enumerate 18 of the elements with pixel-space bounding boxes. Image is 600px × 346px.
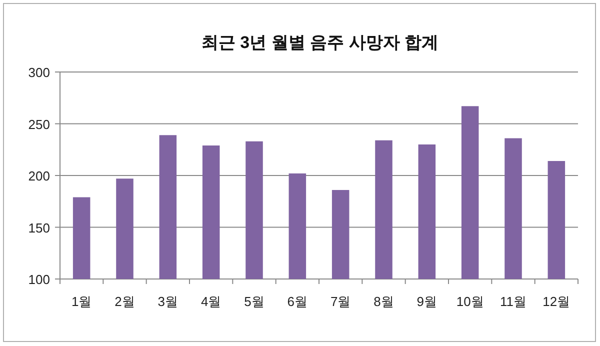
x-tick-label: 10월 bbox=[456, 294, 484, 309]
x-tick-label: 1월 bbox=[71, 294, 92, 309]
x-tick-label: 8월 bbox=[374, 294, 394, 309]
x-tick-label: 9월 bbox=[416, 294, 438, 309]
y-tick-label: 150 bbox=[28, 220, 50, 236]
x-tick-label: 11월 bbox=[500, 294, 526, 309]
y-tick-label: 200 bbox=[28, 168, 50, 184]
y-tick-label: 250 bbox=[28, 116, 50, 132]
chart-title: 최근 3년 월별 음주 사망자 합계 bbox=[201, 33, 439, 52]
x-tick-label: 12월 bbox=[542, 294, 570, 309]
x-tick-label: 6월 bbox=[287, 294, 308, 309]
x-tick-label: 5월 bbox=[244, 294, 264, 309]
x-tick-label: 3월 bbox=[158, 294, 178, 309]
y-tick-label: 300 bbox=[28, 65, 50, 80]
y-tick-label: 100 bbox=[28, 272, 50, 287]
x-tick-label: 4월 bbox=[200, 294, 222, 309]
x-tick-label: 7월 bbox=[330, 294, 351, 309]
x-tick-label: 2월 bbox=[114, 294, 135, 309]
